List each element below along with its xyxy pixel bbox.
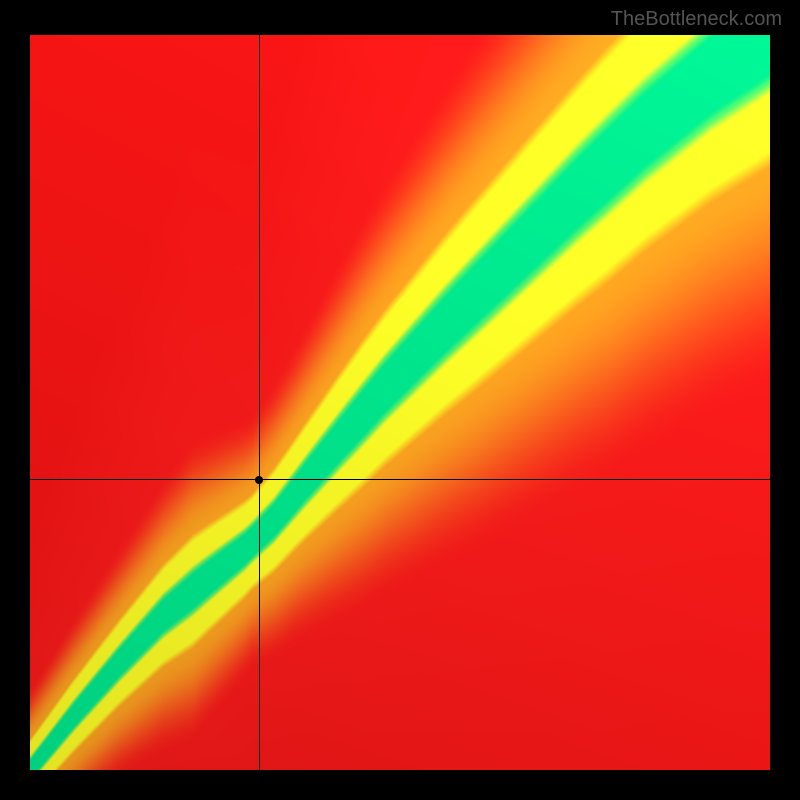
heatmap-canvas — [30, 35, 770, 770]
plot-area — [30, 35, 770, 770]
crosshair-marker — [255, 476, 263, 484]
crosshair-horizontal — [30, 479, 770, 480]
crosshair-vertical — [259, 35, 260, 770]
watermark-text: TheBottleneck.com — [611, 8, 782, 31]
chart-root: TheBottleneck.com — [0, 0, 800, 800]
